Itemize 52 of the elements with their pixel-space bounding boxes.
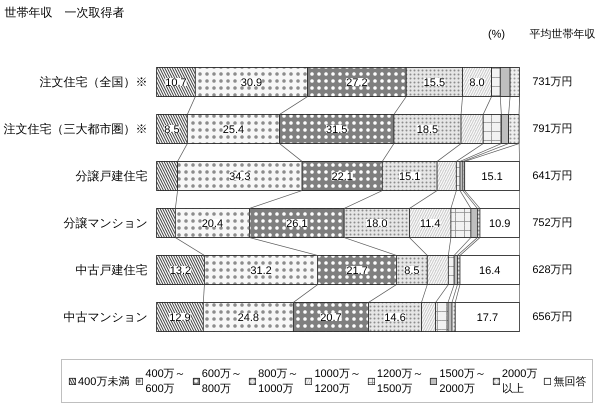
data-label: 20.4: [202, 218, 224, 230]
legend-label: 1500万～2000万: [439, 367, 486, 396]
data-label: 8.5: [164, 124, 180, 136]
data-label: 26.1: [286, 218, 308, 230]
y2-tick-label: 656万円: [532, 311, 573, 323]
y-tick-label: 注文住宅（三大都市圏）※: [4, 122, 148, 136]
legend-label: 1200万～1500万: [376, 367, 424, 396]
data-label: 31.2: [250, 265, 272, 277]
data-label: 15.5: [424, 77, 446, 89]
data-label: 10.7: [165, 77, 187, 89]
text: (%): [488, 28, 506, 40]
data-label: 21.7: [346, 265, 368, 277]
data-label: 12.9: [169, 312, 191, 324]
data-label: 11.4: [420, 218, 440, 230]
y-tick-label: 中古戸建住宅: [76, 263, 148, 277]
y-tick-label: 注文住宅（全国）※: [40, 75, 148, 89]
data-label: 16.4: [479, 265, 500, 277]
data-label: 15.1: [481, 171, 503, 183]
y2-tick-label: 641万円: [532, 170, 573, 182]
data-label: 14.6: [384, 312, 406, 324]
y2-tick-label: 752万円: [532, 217, 573, 229]
y-tick-label: 分譲戸建住宅: [76, 169, 148, 183]
data-label: 13.2: [170, 265, 192, 277]
data-label: 30.9: [240, 77, 262, 89]
y2-axis-title: 平均世帯年収: [530, 28, 596, 40]
data-label: 34.3: [229, 171, 251, 183]
chart-title: 世帯年収 一次取得者: [4, 6, 124, 20]
data-label: 15.1: [398, 171, 420, 183]
data-label: 8.0: [469, 77, 485, 89]
data-label: 8.5: [404, 265, 420, 277]
data-label: 27.2: [346, 77, 368, 89]
data-label: 31.5: [326, 124, 348, 136]
data-label: 25.4: [222, 124, 244, 136]
data-label: 18.0: [366, 218, 388, 230]
data-label: 24.8: [238, 312, 260, 324]
legend-label: 400万～600万: [145, 367, 186, 396]
legend-label: 400万未満: [78, 374, 130, 388]
legend-label: 無回答: [553, 374, 586, 388]
y-tick-label: 分譲マンション: [64, 216, 148, 230]
legend-label: 800万～1000万: [258, 367, 298, 396]
data-label: 17.7: [476, 312, 498, 324]
data-label: 10.9: [489, 218, 510, 230]
legend-label: 600万～800万: [202, 367, 242, 396]
data-label: 22.1: [331, 171, 353, 183]
y-tick-label: 中古マンション: [64, 310, 148, 324]
y2-tick-label: 791万円: [532, 123, 573, 135]
data-label: 18.5: [416, 124, 438, 136]
y2-tick-label: 731万円: [532, 76, 573, 88]
y2-tick-label: 628万円: [532, 264, 573, 276]
legend-label: 2000万以上: [502, 367, 538, 396]
legend-label: 1000万～1200万: [314, 367, 361, 396]
data-label: 20.7: [320, 312, 342, 324]
